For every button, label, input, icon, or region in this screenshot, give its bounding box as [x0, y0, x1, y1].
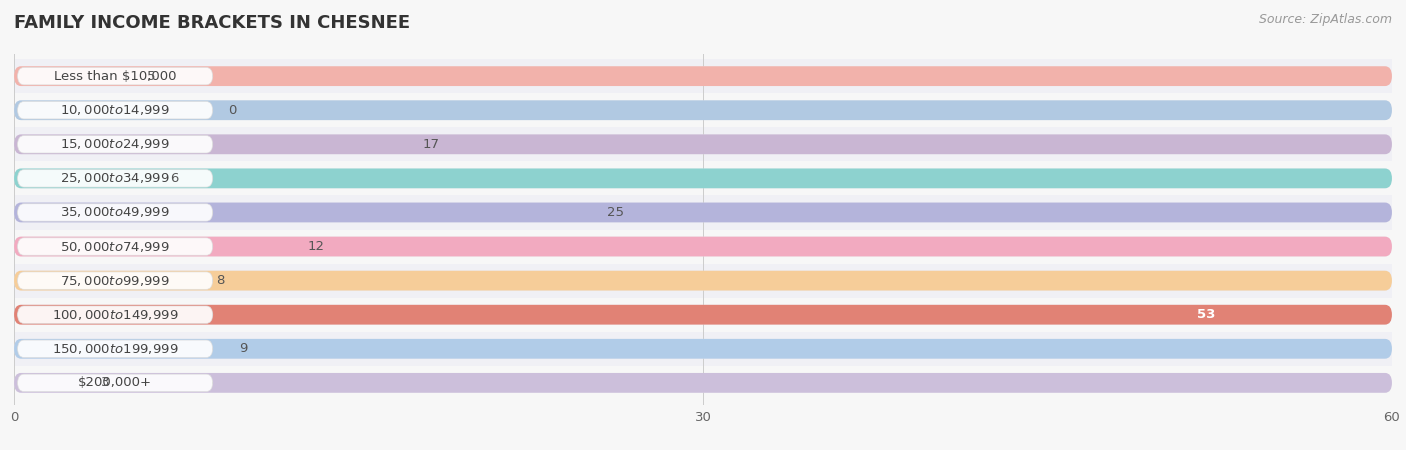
FancyBboxPatch shape	[14, 305, 1392, 324]
Text: 3: 3	[101, 376, 110, 389]
FancyBboxPatch shape	[17, 306, 212, 324]
FancyBboxPatch shape	[14, 264, 1392, 297]
FancyBboxPatch shape	[14, 332, 1392, 366]
Text: 12: 12	[308, 240, 325, 253]
Text: $25,000 to $34,999: $25,000 to $34,999	[60, 171, 170, 185]
FancyBboxPatch shape	[17, 374, 212, 392]
Text: $100,000 to $149,999: $100,000 to $149,999	[52, 308, 179, 322]
FancyBboxPatch shape	[14, 100, 1392, 120]
Text: $200,000+: $200,000+	[79, 376, 152, 389]
Text: FAMILY INCOME BRACKETS IN CHESNEE: FAMILY INCOME BRACKETS IN CHESNEE	[14, 14, 411, 32]
FancyBboxPatch shape	[14, 237, 1392, 256]
Text: 25: 25	[606, 206, 623, 219]
Text: $75,000 to $99,999: $75,000 to $99,999	[60, 274, 170, 288]
FancyBboxPatch shape	[17, 102, 212, 119]
FancyBboxPatch shape	[17, 135, 212, 153]
FancyBboxPatch shape	[14, 271, 1392, 291]
FancyBboxPatch shape	[14, 237, 1392, 256]
FancyBboxPatch shape	[14, 135, 1392, 154]
Text: 8: 8	[217, 274, 225, 287]
FancyBboxPatch shape	[17, 204, 212, 221]
FancyBboxPatch shape	[14, 366, 1392, 400]
Text: 53: 53	[1197, 308, 1215, 321]
Text: 5: 5	[148, 70, 156, 83]
FancyBboxPatch shape	[14, 373, 1392, 393]
FancyBboxPatch shape	[14, 168, 1392, 188]
Text: Less than $10,000: Less than $10,000	[53, 70, 176, 83]
FancyBboxPatch shape	[14, 339, 1392, 359]
FancyBboxPatch shape	[14, 162, 1392, 195]
FancyBboxPatch shape	[14, 271, 1392, 291]
Text: 6: 6	[170, 172, 179, 185]
FancyBboxPatch shape	[14, 202, 1392, 222]
FancyBboxPatch shape	[14, 297, 1392, 332]
FancyBboxPatch shape	[14, 93, 1392, 127]
FancyBboxPatch shape	[17, 170, 212, 187]
FancyBboxPatch shape	[14, 127, 1392, 162]
FancyBboxPatch shape	[14, 59, 1392, 93]
Text: $35,000 to $49,999: $35,000 to $49,999	[60, 206, 170, 220]
FancyBboxPatch shape	[14, 305, 1392, 324]
FancyBboxPatch shape	[14, 66, 1392, 86]
Text: 0: 0	[228, 104, 236, 117]
Text: $10,000 to $14,999: $10,000 to $14,999	[60, 103, 170, 117]
Text: $150,000 to $199,999: $150,000 to $199,999	[52, 342, 179, 356]
Text: Source: ZipAtlas.com: Source: ZipAtlas.com	[1258, 14, 1392, 27]
Text: 17: 17	[423, 138, 440, 151]
Text: $15,000 to $24,999: $15,000 to $24,999	[60, 137, 170, 151]
FancyBboxPatch shape	[17, 340, 212, 357]
FancyBboxPatch shape	[14, 66, 1392, 86]
FancyBboxPatch shape	[14, 230, 1392, 264]
Text: 9: 9	[239, 342, 247, 355]
Text: $50,000 to $74,999: $50,000 to $74,999	[60, 239, 170, 253]
FancyBboxPatch shape	[17, 68, 212, 85]
FancyBboxPatch shape	[14, 373, 1392, 393]
FancyBboxPatch shape	[14, 168, 1392, 188]
FancyBboxPatch shape	[17, 272, 212, 289]
FancyBboxPatch shape	[14, 100, 1392, 120]
FancyBboxPatch shape	[14, 135, 1392, 154]
FancyBboxPatch shape	[14, 339, 1392, 359]
FancyBboxPatch shape	[14, 202, 1392, 222]
FancyBboxPatch shape	[14, 195, 1392, 230]
FancyBboxPatch shape	[17, 238, 212, 255]
